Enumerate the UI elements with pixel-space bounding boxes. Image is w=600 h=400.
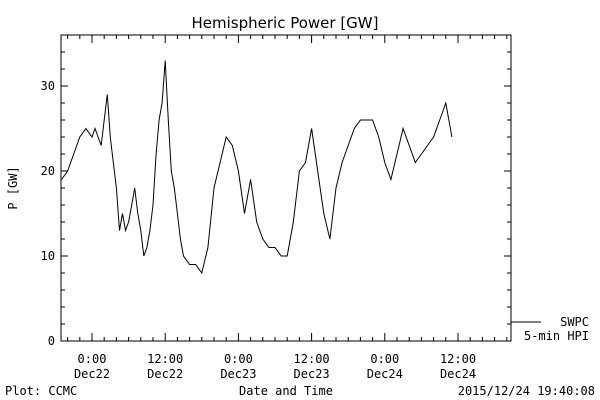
chart-title: Hemispheric Power [GW] (192, 14, 379, 32)
x-tick-date-label: Dec24 (367, 367, 403, 381)
x-tick-date-label: Dec23 (294, 367, 330, 381)
y-tick-label: 20 (41, 164, 55, 178)
y-tick-label: 0 (48, 334, 55, 348)
x-tick-time-label: 12:00 (147, 352, 183, 366)
footer-timestamp: 2015/12/24 19:40:08 (458, 384, 595, 398)
x-tick-date-label: Dec24 (440, 367, 476, 381)
plot-frame (60, 34, 512, 342)
y-axis: 0 10 20 30 (41, 34, 511, 348)
x-tick-date-label: Dec22 (74, 367, 110, 381)
legend-source: SWPC (560, 315, 589, 329)
y-tick-label: 10 (41, 249, 55, 263)
x-tick-time-label: 0:00 (370, 352, 399, 366)
legend: SWPC 5-min HPI (511, 315, 589, 343)
x-axis-label: Date and Time (239, 384, 333, 398)
footer-left-credit: Plot: CCMC (5, 384, 77, 398)
y-axis-label: P [GW] (6, 166, 20, 209)
x-tick-time-label: 0:00 (224, 352, 253, 366)
power-series-line (61, 60, 453, 275)
x-axis: 0:00Dec2212:00Dec220:00Dec2312:00Dec230:… (67, 35, 508, 381)
x-tick-time-label: 12:00 (440, 352, 476, 366)
x-tick-time-label: 0:00 (78, 352, 107, 366)
legend-series-name: 5-min HPI (524, 329, 589, 343)
x-tick-date-label: Dec23 (220, 367, 256, 381)
x-tick-date-label: Dec22 (147, 367, 183, 381)
x-tick-time-label: 12:00 (294, 352, 330, 366)
y-tick-label: 30 (41, 79, 55, 93)
